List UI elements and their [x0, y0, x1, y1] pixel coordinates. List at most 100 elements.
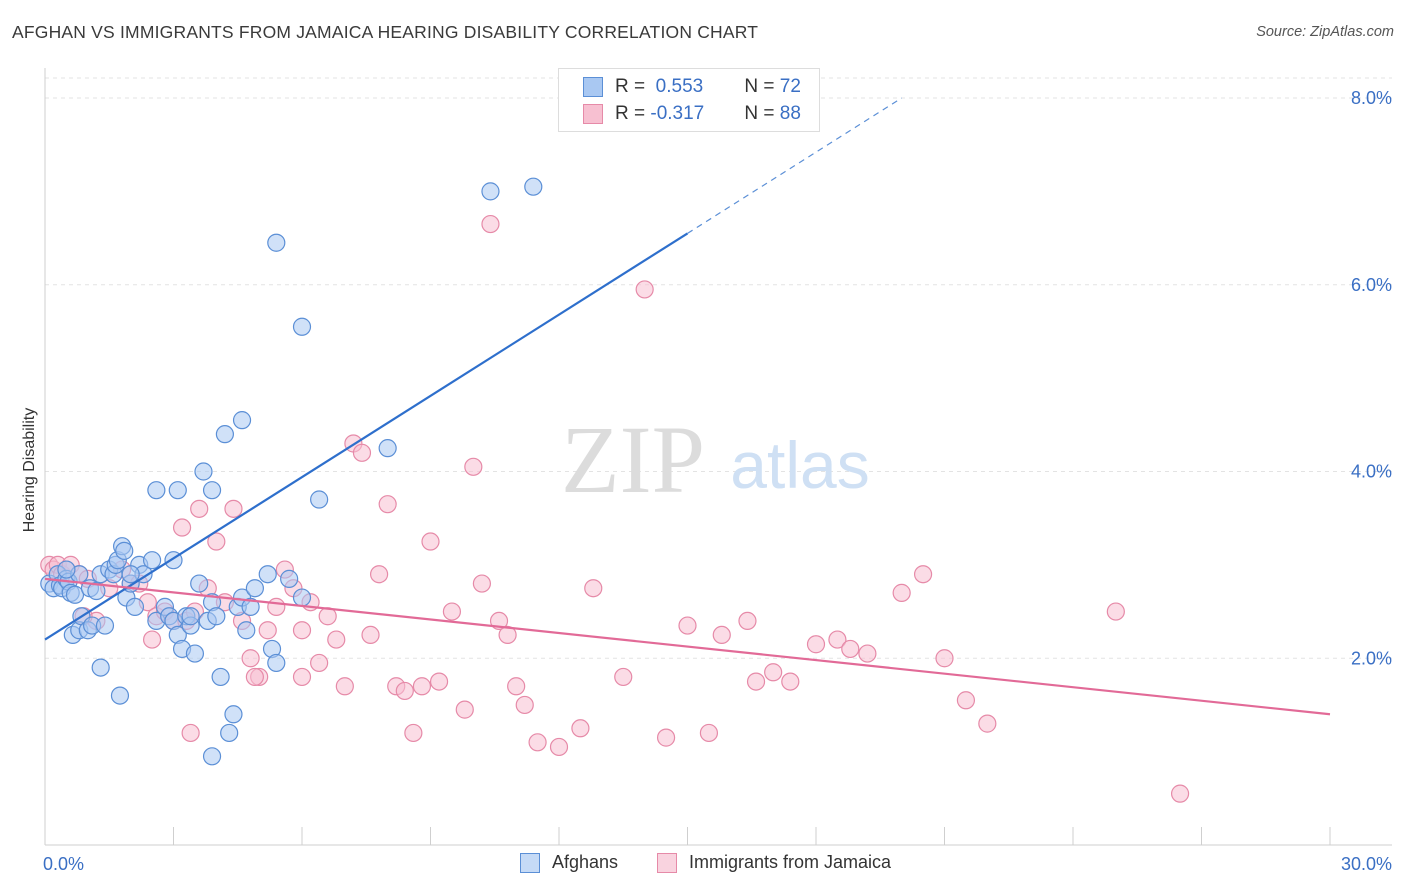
- data-point-afghans: [224, 705, 243, 724]
- data-point-jamaica: [584, 579, 603, 598]
- data-point-jamaica: [481, 214, 500, 234]
- data-point-jamaica: [892, 583, 911, 602]
- data-point-afghans: [121, 565, 140, 584]
- data-point-jamaica: [712, 625, 731, 645]
- data-point-jamaica: [241, 649, 260, 668]
- stats-r-label: R =: [615, 76, 651, 97]
- data-point-afghans: [241, 597, 260, 616]
- legend-item-jamaica[interactable]: Immigrants from Jamaica: [657, 852, 891, 873]
- grid-lines: [45, 77, 1392, 659]
- stats-r-value: -0.317: [650, 103, 705, 124]
- data-point-jamaica: [181, 723, 200, 743]
- y-tick-label: 8.0%: [1351, 88, 1392, 108]
- data-point-afghans: [194, 462, 213, 481]
- legend-item-afghans[interactable]: Afghans: [520, 852, 618, 873]
- data-point-afghans: [202, 747, 222, 766]
- data-point-jamaica: [472, 574, 491, 593]
- data-point-jamaica: [746, 672, 766, 691]
- data-point-jamaica: [498, 625, 517, 645]
- stats-row-afghans: R = 0.553 N = 72: [583, 74, 801, 100]
- y-axis-label-wrap: Hearing Disability: [18, 380, 42, 560]
- data-point-jamaica: [395, 681, 414, 701]
- y-tick-label: 6.0%: [1351, 275, 1392, 295]
- data-point-jamaica: [1170, 784, 1190, 803]
- data-point-afghans: [481, 182, 500, 201]
- data-point-jamaica: [507, 677, 526, 696]
- stats-n-value: 72: [779, 76, 801, 97]
- data-point-jamaica: [464, 457, 483, 476]
- data-point-afghans: [91, 658, 110, 677]
- data-point-jamaica: [207, 532, 226, 551]
- data-point-afghans: [181, 607, 200, 626]
- data-point-jamaica: [489, 611, 509, 631]
- data-point-jamaica: [571, 719, 590, 738]
- data-point-jamaica: [678, 616, 697, 635]
- chart-title: AFGHAN VS IMMIGRANTS FROM JAMAICA HEARIN…: [12, 22, 759, 42]
- data-point-jamaica: [515, 695, 534, 715]
- data-point-jamaica: [935, 649, 954, 668]
- trend-line-jamaica: [44, 577, 1331, 716]
- data-point-afghans: [267, 233, 286, 252]
- data-point-afghans: [185, 644, 205, 663]
- data-point-jamaica: [635, 280, 654, 299]
- data-point-jamaica: [528, 733, 547, 752]
- legend-swatch-pink: [657, 852, 677, 873]
- legend-label-afghans: Afghans: [552, 852, 619, 872]
- watermark-atlas: atlas: [730, 428, 869, 502]
- data-point-afghans: [115, 541, 134, 560]
- data-point-jamaica: [378, 495, 397, 514]
- data-point-afghans: [202, 481, 222, 500]
- legend-label-jamaica: Immigrants from Jamaica: [689, 852, 892, 872]
- data-point-jamaica: [267, 597, 286, 616]
- stats-n-label: N =: [744, 103, 780, 124]
- watermark-zip: ZIP: [561, 406, 705, 513]
- data-point-afghans: [57, 560, 76, 579]
- data-point-jamaica: [841, 639, 860, 659]
- data-point-afghans: [142, 551, 162, 570]
- data-point-jamaica: [412, 677, 432, 696]
- legend: Afghans Immigrants from Jamaica: [0, 852, 1406, 878]
- data-point-afghans: [190, 574, 209, 593]
- stats-box: R = 0.553 N = 72 R = -0.317 N = 88: [558, 68, 820, 132]
- data-point-afghans: [110, 686, 130, 705]
- data-point-jamaica: [614, 667, 633, 687]
- data-point-afghans: [207, 607, 226, 626]
- stats-swatch-blue: [583, 77, 603, 97]
- data-point-jamaica: [190, 499, 209, 518]
- x-tick-label: 0.0%: [43, 854, 84, 874]
- data-point-afghans: [147, 481, 166, 500]
- stats-r-value: 0.553: [650, 76, 704, 97]
- series-afghans-points: [40, 177, 543, 766]
- data-point-jamaica: [738, 611, 757, 631]
- data-point-jamaica: [421, 532, 440, 551]
- data-point-jamaica: [224, 499, 243, 518]
- data-point-afghans: [211, 667, 230, 687]
- stats-row-jamaica: R = -0.317 N = 88: [583, 101, 801, 127]
- data-point-jamaica: [913, 565, 933, 584]
- data-point-jamaica: [142, 630, 162, 649]
- data-point-jamaica: [310, 653, 329, 673]
- data-point-jamaica: [455, 700, 474, 719]
- data-point-afghans: [232, 411, 252, 430]
- stats-n-label: N =: [744, 76, 780, 97]
- watermark: ZIP atlas: [561, 406, 870, 513]
- y-axis-label: Hearing Disability: [21, 407, 38, 533]
- data-point-jamaica: [549, 737, 569, 757]
- data-point-afghans: [245, 579, 264, 598]
- data-point-jamaica: [172, 518, 192, 537]
- data-point-jamaica: [429, 672, 449, 691]
- data-point-afghans: [220, 723, 239, 743]
- data-point-jamaica: [352, 443, 372, 462]
- trend-line-afghans-extension: [687, 97, 902, 234]
- data-point-jamaica: [404, 723, 423, 743]
- data-point-jamaica: [828, 630, 847, 649]
- data-point-afghans: [125, 597, 145, 616]
- data-point-jamaica: [442, 602, 462, 621]
- stats-swatch-pink: [583, 104, 603, 124]
- legend-swatch-blue: [520, 852, 540, 873]
- data-point-afghans: [378, 439, 397, 458]
- data-point-jamaica: [335, 677, 354, 696]
- data-point-jamaica: [781, 672, 800, 691]
- trend-lines: [44, 97, 1331, 716]
- data-point-jamaica: [292, 621, 312, 640]
